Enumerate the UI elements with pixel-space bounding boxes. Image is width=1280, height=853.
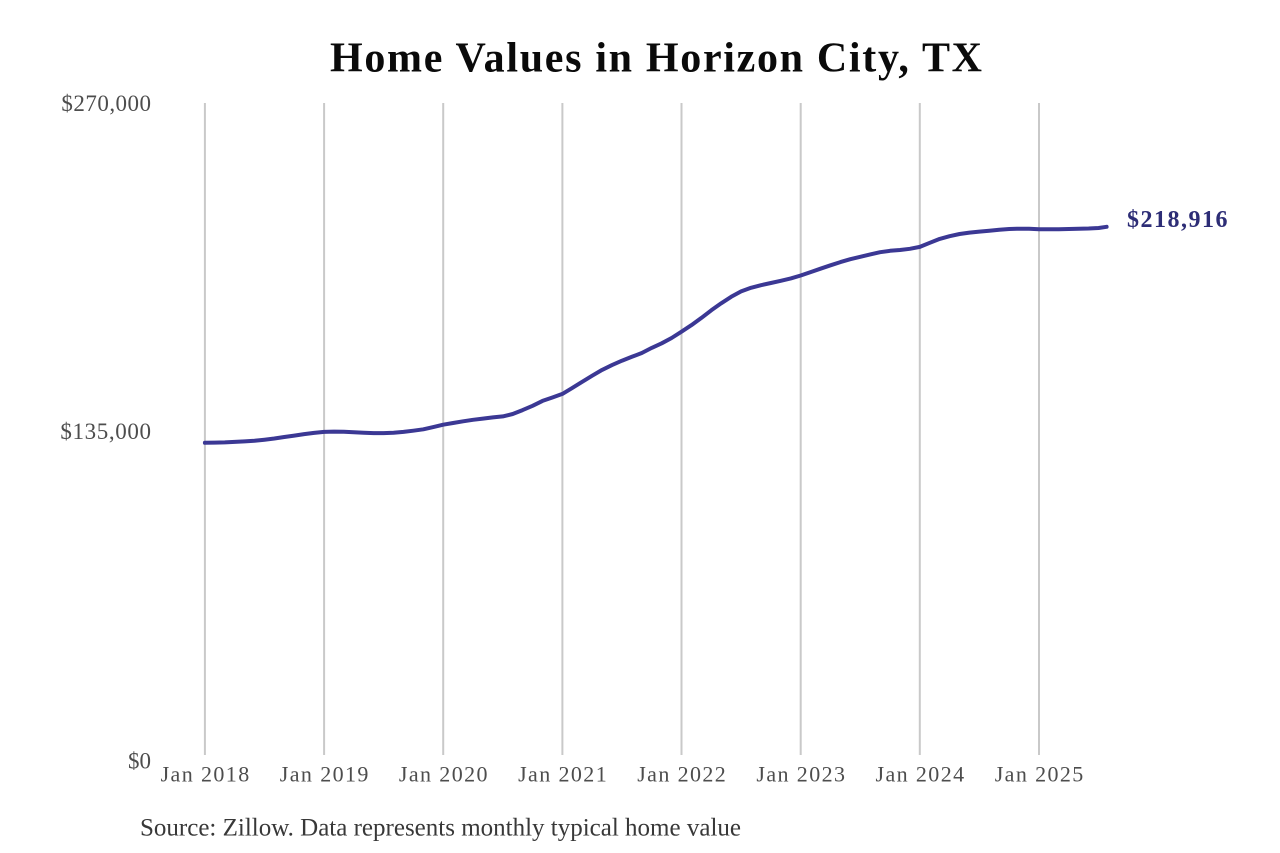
svg-text:Jan 2018: Jan 2018 [161,762,250,787]
svg-text:Jan 2019: Jan 2019 [280,762,369,787]
svg-text:$270,000: $270,000 [61,91,151,116]
svg-text:Jan 2024: Jan 2024 [876,762,965,787]
svg-text:Home Values in Horizon City, T: Home Values in Horizon City, TX [330,36,982,82]
svg-text:Jan 2023: Jan 2023 [756,762,845,787]
svg-text:$135,000: $135,000 [60,419,151,444]
svg-text:Source: Zillow. Data represent: Source: Zillow. Data represents monthly … [140,815,741,842]
svg-text:$218,916: $218,916 [1127,207,1228,233]
svg-text:Jan 2020: Jan 2020 [399,762,488,787]
svg-text:Jan 2025: Jan 2025 [995,762,1084,787]
svg-text:Jan 2022: Jan 2022 [637,762,726,787]
svg-text:$0: $0 [128,749,151,774]
svg-text:Jan 2021: Jan 2021 [518,762,607,787]
